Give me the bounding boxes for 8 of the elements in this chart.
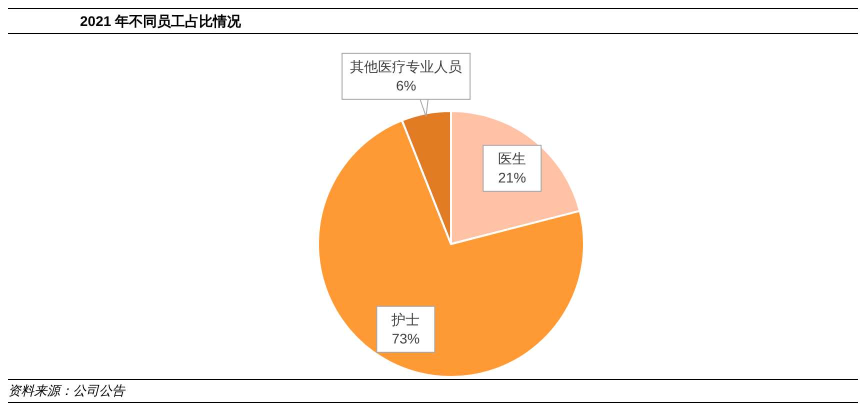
- slice-label: 其他医疗专业人员: [350, 58, 462, 74]
- slice-label: 护士: [390, 311, 420, 328]
- data-label: 6%: [396, 77, 416, 94]
- data-label: 73%: [392, 330, 420, 346]
- text: 资料来源：公司公告: [8, 382, 858, 400]
- slice-label: 医生: [498, 150, 526, 166]
- text: 2021 年不同员工占比情况: [80, 13, 242, 29]
- data-label: 21%: [498, 169, 526, 186]
